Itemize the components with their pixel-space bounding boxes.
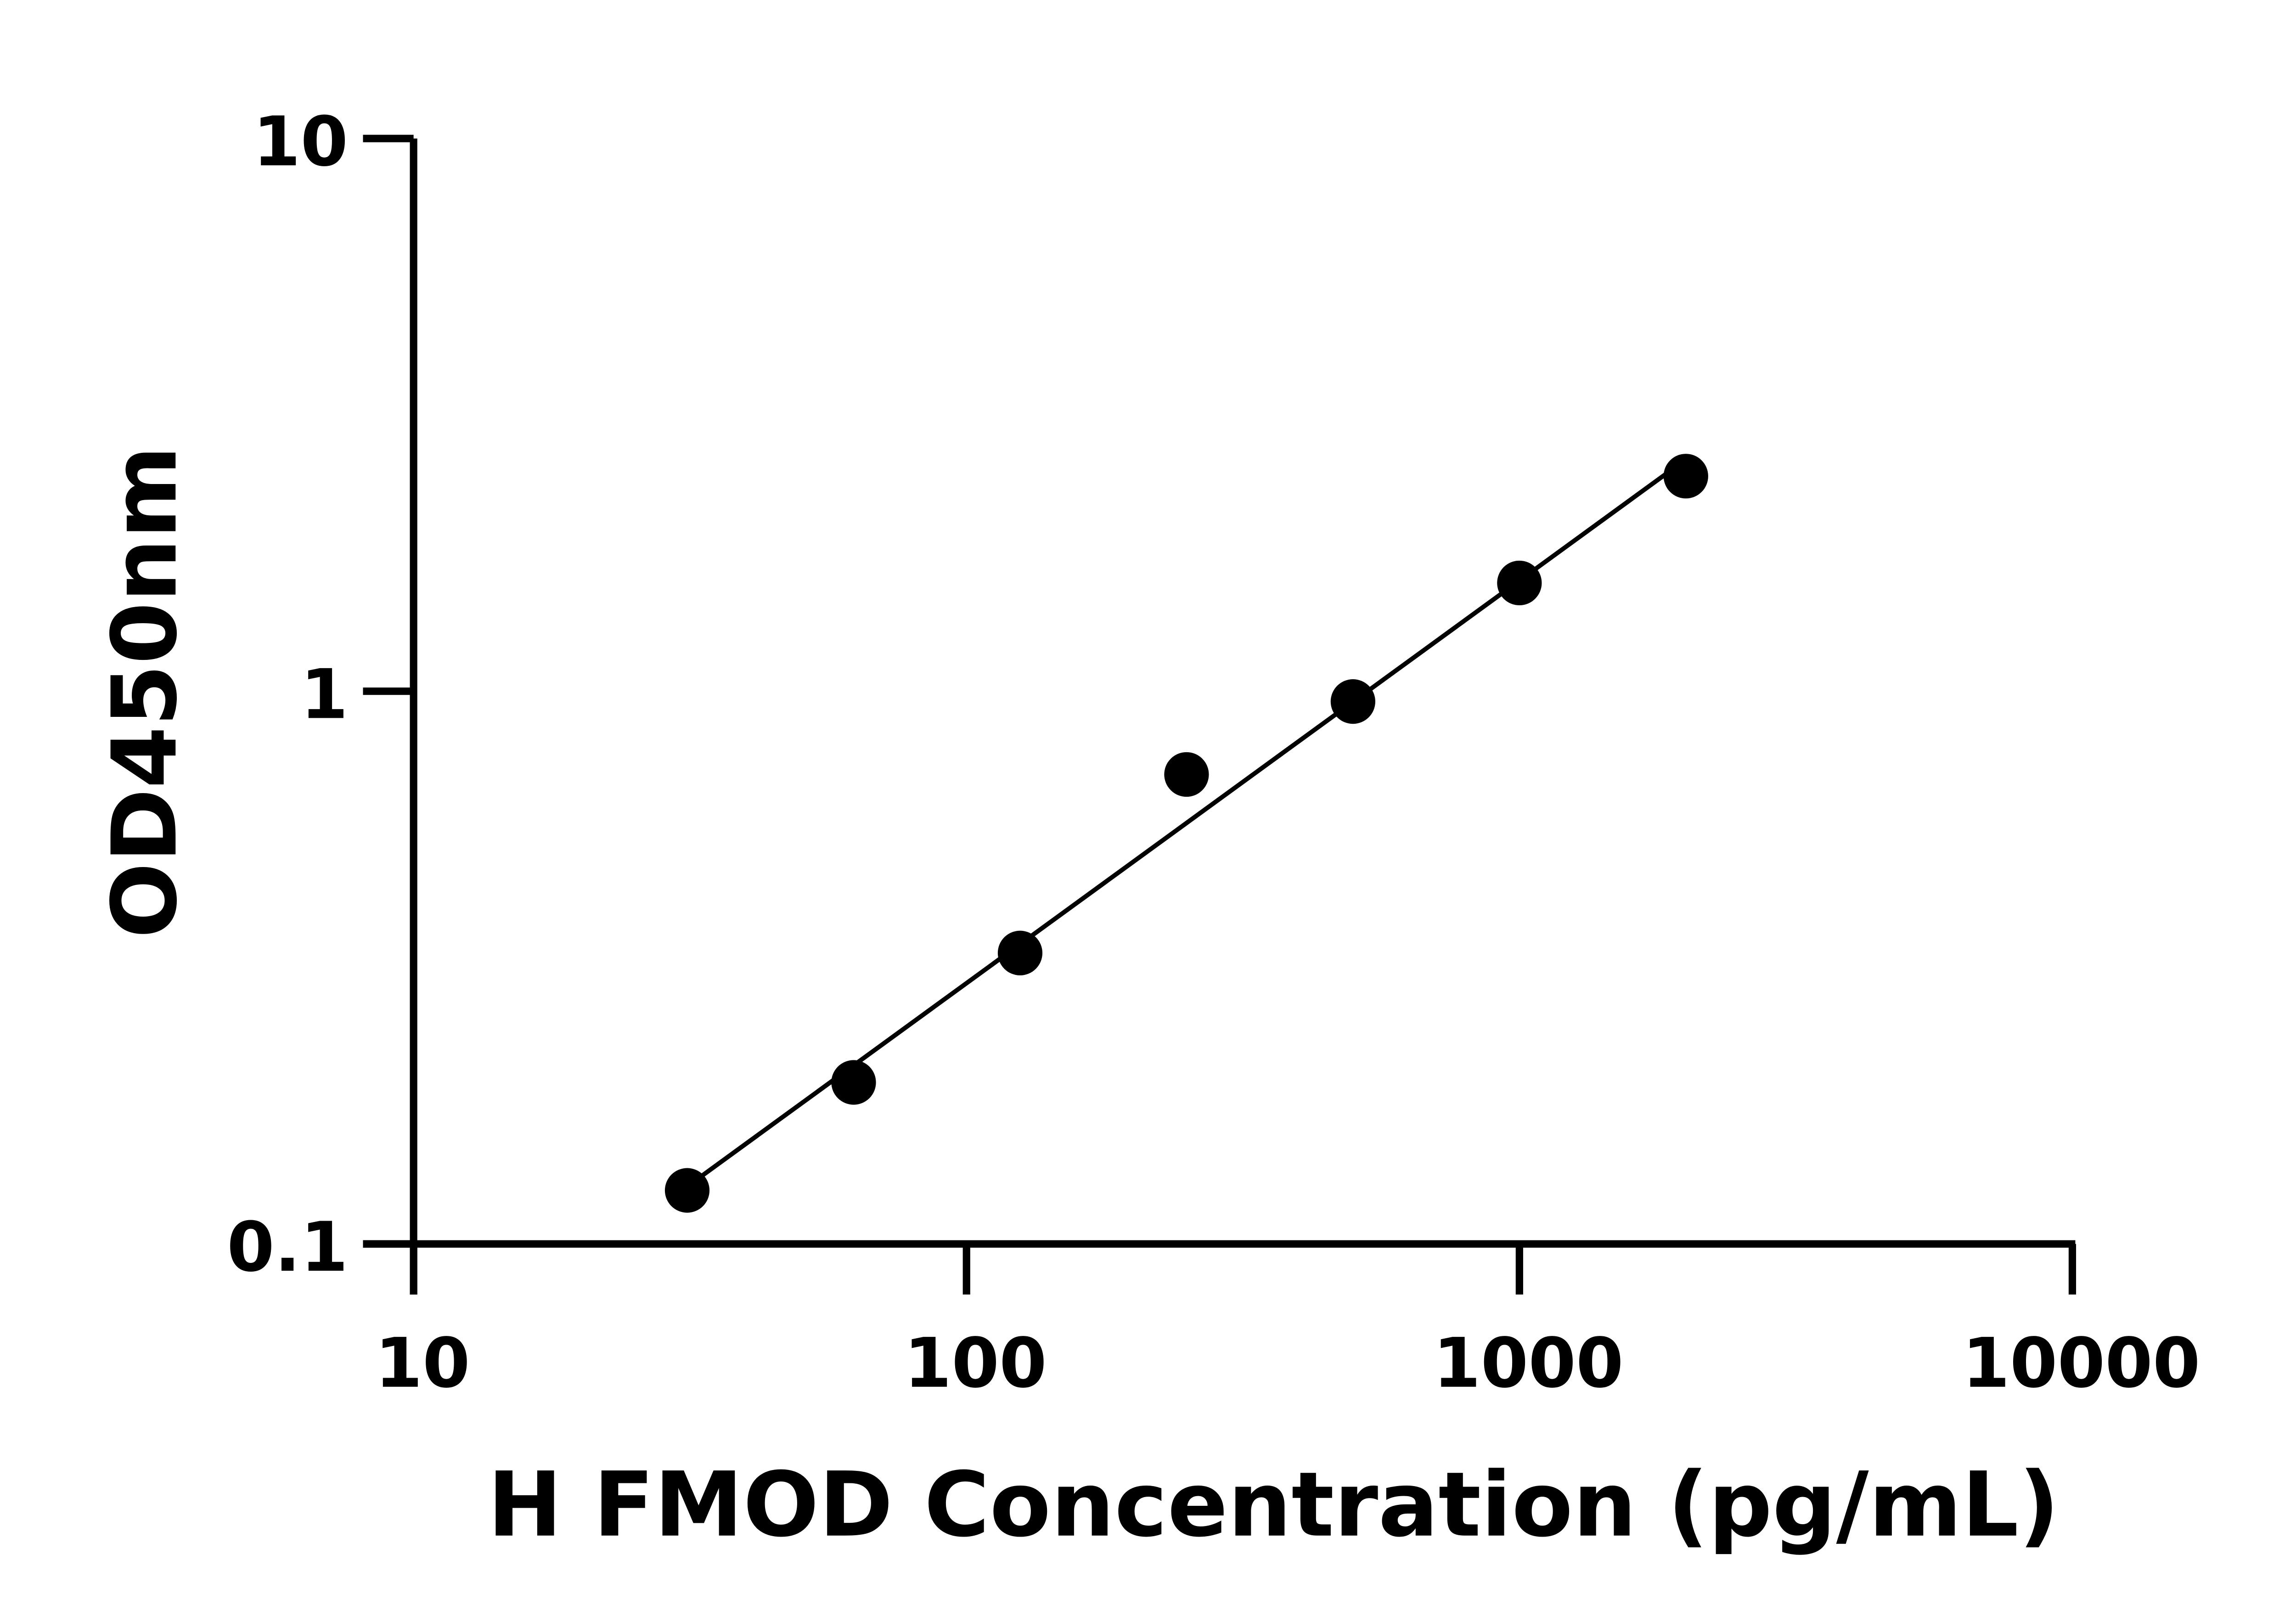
data-point bbox=[1330, 679, 1375, 724]
x-tick-label: 10000 bbox=[1962, 1324, 2200, 1403]
data-point bbox=[1663, 454, 1708, 499]
y-tick-label: 10 bbox=[253, 102, 348, 182]
x-tick-label: 1000 bbox=[1433, 1324, 1624, 1403]
data-point bbox=[1164, 752, 1209, 797]
y-tick-label: 0.1 bbox=[227, 1208, 348, 1287]
data-point bbox=[831, 1060, 876, 1105]
x-tick-label: 10 bbox=[375, 1324, 470, 1403]
data-point bbox=[664, 1168, 710, 1213]
x-tick-label: 100 bbox=[904, 1324, 1047, 1403]
y-tick-label: 1 bbox=[300, 655, 348, 735]
marks bbox=[664, 454, 1708, 1213]
data-point bbox=[1497, 560, 1542, 606]
data-point bbox=[997, 930, 1043, 975]
x-axis-label: H FMOD Concentration (pg/mL) bbox=[488, 1453, 2060, 1557]
y-axis-label: OD450nm bbox=[93, 445, 197, 938]
axes: 10 100 1000 10000 0.1 1 10 bbox=[227, 102, 2200, 1403]
